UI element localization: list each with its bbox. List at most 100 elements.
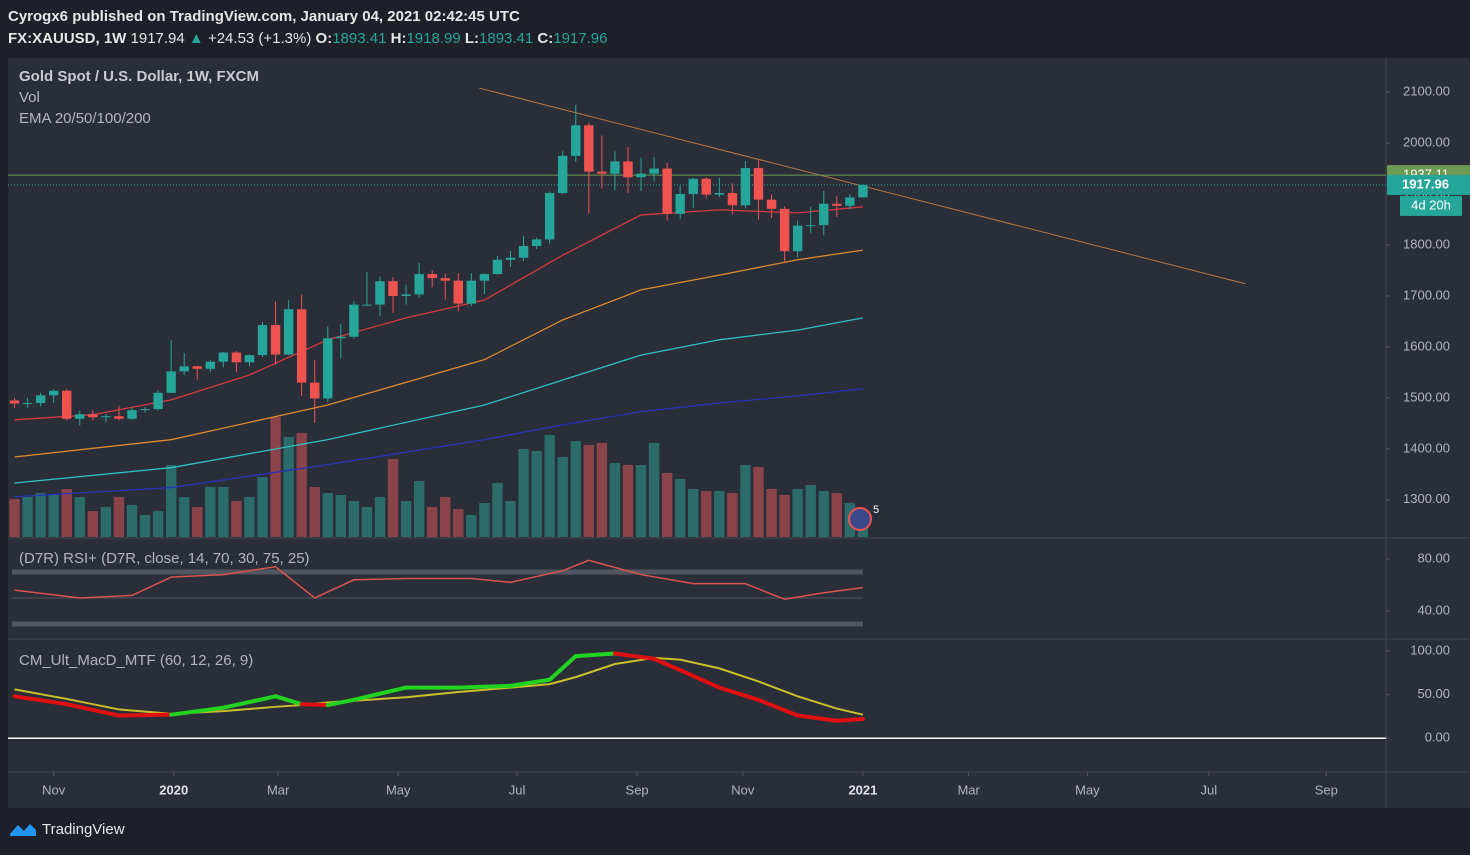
pane-subtitle: Vol: [19, 89, 40, 106]
price-label-bg: [1387, 174, 1470, 195]
volume-bar: [165, 465, 177, 537]
x-tick-label: May: [1075, 782, 1100, 797]
volume-bar: [674, 479, 686, 537]
candle-body: [310, 382, 320, 399]
y-tick-label: 1700.00: [1403, 287, 1450, 302]
candle-body: [88, 414, 98, 418]
candle-body: [388, 281, 398, 296]
volume-bar: [348, 501, 360, 537]
volume-bar: [100, 507, 112, 537]
volume-bar: [387, 459, 399, 537]
hline-label-bg: [1387, 165, 1470, 186]
candle-body: [270, 325, 281, 355]
volume-bar: [48, 495, 59, 537]
volume-bar: [648, 443, 660, 537]
candle-body: [296, 309, 307, 383]
volume-bar: [492, 483, 503, 537]
candle-body: [349, 304, 359, 337]
volume-bar: [74, 497, 85, 537]
volume-bar: [426, 507, 438, 537]
pane-title: CM_Ult_MacD_MTF (60, 12, 26, 9): [19, 652, 253, 669]
volume-bar: [661, 473, 673, 537]
volume-bar: [805, 485, 816, 537]
volume-bar: [583, 445, 595, 537]
candle-body: [283, 309, 294, 355]
candle-body: [153, 392, 163, 410]
volume-bar: [244, 497, 255, 537]
candle-body: [518, 246, 529, 258]
volume-bar: [205, 487, 216, 537]
volume-bar: [87, 511, 99, 537]
volume-bar: [400, 501, 412, 537]
pane-title: Gold Spot / U.S. Dollar, 1W, FXCM: [19, 68, 259, 85]
volume-bar: [335, 495, 347, 537]
brand: TradingView: [42, 820, 125, 838]
volume-bar: [231, 501, 242, 537]
candle-body: [62, 390, 72, 419]
high: 1918.99: [406, 30, 461, 47]
candle-body: [192, 366, 202, 369]
volume-bar: [35, 493, 46, 537]
volume-bar: [453, 509, 464, 537]
candle-body: [453, 280, 463, 304]
o-label: O:: [315, 30, 333, 47]
volume-bar: [440, 497, 451, 537]
volume-bar: [609, 463, 621, 537]
volume-bar: [361, 507, 373, 537]
event-count: 5: [873, 504, 879, 516]
macd-segment: [221, 694, 278, 710]
publisher: Cyrogx6 published on TradingView.com, Ja…: [8, 8, 520, 25]
candle-body: [375, 281, 385, 305]
volume-bar: [818, 491, 829, 537]
macd-segment: [456, 683, 513, 690]
h-label: H:: [390, 30, 407, 47]
rsi-line: [14, 559, 864, 601]
event-icon: [848, 507, 872, 531]
candle-body: [597, 171, 607, 174]
arrow: ▲: [188, 30, 204, 47]
candle-body: [336, 336, 346, 339]
macd-segment: [273, 694, 304, 707]
volume-bar: [857, 513, 869, 537]
candle-body: [401, 294, 411, 296]
x-tick-label: Nov: [42, 782, 66, 797]
x-tick-label: Mar: [957, 782, 980, 797]
x-tick-label: Nov: [731, 782, 755, 797]
y-tick-label: 40.00: [1417, 602, 1450, 617]
trendline: [479, 87, 1246, 285]
candle-body: [440, 278, 450, 281]
volume-bar: [61, 489, 72, 537]
ema-line: [14, 249, 864, 458]
volume-bar: [518, 449, 529, 537]
candle-body: [727, 193, 738, 206]
x-tick-label: Sep: [1315, 782, 1338, 797]
volume-bar: [766, 489, 777, 537]
hline-label: 1937.11: [1403, 167, 1449, 182]
candle-body: [649, 168, 659, 174]
macd-segment: [717, 685, 761, 702]
volume-bar: [844, 503, 856, 537]
candle-body: [779, 208, 790, 252]
candle-body: [127, 410, 137, 419]
candle-body: [806, 225, 816, 227]
header: Cyrogx6 published on TradingView.com, Ja…: [8, 6, 607, 50]
signal-line: [14, 656, 864, 716]
volume-bar: [9, 499, 20, 537]
candle-body: [558, 155, 568, 194]
volume-bar: [296, 433, 307, 537]
volume-bar: [570, 441, 581, 537]
x-tick-label: Jul: [509, 782, 526, 797]
candle-body: [858, 184, 868, 198]
volume-bar: [596, 443, 608, 537]
candle-body: [819, 203, 829, 226]
volume-bar: [179, 497, 190, 537]
macd-segment: [116, 712, 174, 718]
candle-body: [257, 325, 268, 356]
countdown-bg: [1400, 195, 1462, 216]
pane-subtitle: EMA 20/50/100/200: [19, 110, 151, 127]
macd-segment: [169, 705, 226, 717]
volume-bar: [753, 467, 764, 537]
volume-bar: [113, 497, 125, 537]
footer: TradingView: [8, 820, 125, 838]
